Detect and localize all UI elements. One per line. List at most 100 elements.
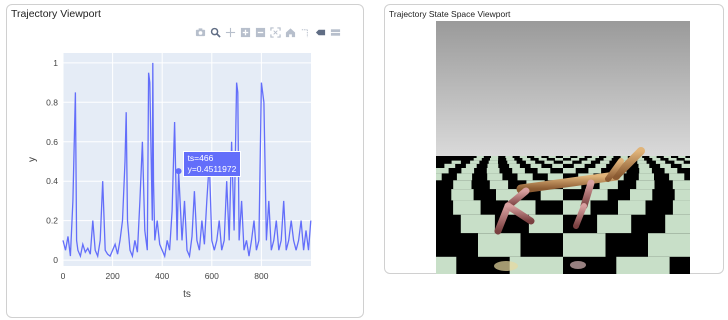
floor-tile <box>618 200 646 215</box>
floor-tile <box>630 189 653 201</box>
floor-tile <box>674 189 690 201</box>
y-axis-label: y <box>27 157 38 162</box>
floor-tile <box>599 180 618 190</box>
floor-tile <box>573 163 585 168</box>
sky-background <box>436 21 690 161</box>
floor-tile <box>528 214 563 234</box>
floor-tile <box>588 168 602 174</box>
floor-tile <box>616 256 670 274</box>
floor-tile <box>668 158 677 161</box>
floor-tile <box>491 156 499 158</box>
y-tick-label: 0.2 <box>46 216 58 226</box>
y-tick-label: 0.6 <box>46 137 58 147</box>
floor-tile <box>490 158 499 161</box>
trajectory-viewport-title: Trajectory Viewport <box>11 8 101 20</box>
floor-tile <box>638 163 650 168</box>
floor-tile <box>487 163 499 168</box>
floor-tile <box>506 158 515 161</box>
floor-tile <box>587 158 596 161</box>
simulation-scene[interactable] <box>436 21 690 274</box>
floor-tile <box>505 156 513 158</box>
series-line <box>62 62 312 259</box>
zoom-in-icon[interactable] <box>240 27 251 38</box>
floor-tile <box>509 163 520 168</box>
x-tick-label: 800 <box>254 271 268 281</box>
hover-closest-icon[interactable] <box>315 27 326 38</box>
floor-tile <box>451 160 461 164</box>
floor-tile <box>548 156 556 158</box>
floor-tile <box>620 156 628 158</box>
floor-tile <box>672 180 690 190</box>
checkerboard-floor <box>436 156 690 274</box>
cheetah-robot <box>494 147 645 271</box>
plot-modebar <box>195 27 341 38</box>
spike-lines-icon[interactable] <box>300 27 311 38</box>
floor-tile <box>486 168 500 174</box>
floor-tile <box>649 156 657 158</box>
floor-tile <box>660 163 671 168</box>
floor-tile <box>436 173 442 181</box>
floor-tile <box>436 256 457 274</box>
floor-tile <box>672 200 690 215</box>
floor-tile <box>487 173 503 181</box>
floor-tile <box>591 156 599 158</box>
floor-tile <box>563 168 576 174</box>
reset-axes-icon[interactable] <box>285 27 296 38</box>
x-tick-label: 0 <box>61 271 66 281</box>
floor-tile <box>595 163 607 168</box>
floor-tile <box>512 168 525 174</box>
floor-tile <box>453 200 481 215</box>
floor-tile <box>563 156 571 158</box>
floor-tile <box>476 156 484 158</box>
floor-tile <box>636 158 645 161</box>
hover-tooltip-y: y=0.4511972 <box>187 164 237 175</box>
floor-tile <box>436 168 449 174</box>
floor-tile <box>537 168 551 174</box>
floor-tile <box>665 214 690 234</box>
x-axis-label: ts <box>183 289 191 300</box>
floor-tile <box>488 160 498 164</box>
floor-tile <box>639 168 652 174</box>
floor-tile <box>606 156 614 158</box>
state-space-viewport-title: Trajectory State Space Viewport <box>389 9 511 19</box>
floor-tile <box>538 158 547 161</box>
floor-tile <box>525 160 536 164</box>
floor-tile <box>648 233 690 257</box>
floor-tile <box>563 160 573 164</box>
floor-tile <box>451 189 474 201</box>
floor-tile <box>509 256 563 274</box>
floor-tile <box>519 156 527 158</box>
floor-tile <box>563 233 606 257</box>
camera-icon[interactable] <box>195 27 206 38</box>
autoscale-icon[interactable] <box>270 27 281 38</box>
floor-tile <box>678 156 686 158</box>
zoom-icon[interactable] <box>210 27 221 38</box>
floor-tile <box>571 158 580 161</box>
floor-tile <box>585 189 608 201</box>
floor-tile <box>637 160 647 164</box>
floor-tile <box>444 163 456 168</box>
y-tick-label: 1 <box>53 58 58 68</box>
hover-tooltip: ts=466 y=0.4511972 <box>182 151 242 178</box>
floor-tile <box>669 173 685 181</box>
floor-tile <box>547 173 563 181</box>
floor-tile <box>552 163 563 168</box>
hover-tooltip-ts: ts=466 <box>187 153 214 164</box>
floor-tile <box>554 158 563 161</box>
floor-tile <box>663 156 671 158</box>
floor-tile <box>489 180 509 190</box>
floor-tile <box>465 163 477 168</box>
floor-tile <box>478 233 521 257</box>
floor-tile <box>681 163 690 168</box>
floor-tile <box>684 158 690 161</box>
floor-tile <box>540 189 563 201</box>
hover-compare-icon[interactable] <box>330 27 341 38</box>
zoom-out-icon[interactable] <box>255 27 266 38</box>
floor-tile <box>534 156 542 158</box>
pan-icon[interactable] <box>225 27 236 38</box>
floor-tile <box>473 158 482 161</box>
trajectory-viewport-panel: Trajectory Viewport <box>6 4 364 318</box>
floor-tile <box>517 173 533 181</box>
floor-tile <box>460 214 495 234</box>
floor-tile <box>603 158 612 161</box>
